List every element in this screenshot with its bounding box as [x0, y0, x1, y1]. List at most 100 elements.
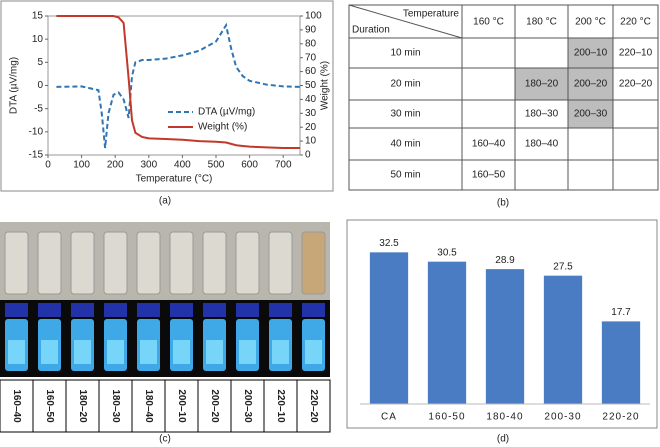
vial-glow — [239, 340, 256, 364]
vial-glow — [173, 340, 190, 364]
highlight-cell — [568, 38, 613, 68]
x-tick-label: 200 — [107, 160, 124, 171]
table-frame — [348, 4, 659, 191]
sample-label: 180–40 — [143, 389, 154, 423]
vial-glow — [74, 340, 91, 364]
table-cell: 160–50 — [472, 170, 506, 181]
y2-tick-label: 70 — [305, 52, 317, 63]
panel-label: (c) — [159, 434, 171, 445]
y-tick-label: 5 — [37, 57, 43, 68]
vial-glow — [107, 340, 124, 364]
vial-cap — [236, 303, 259, 317]
y2-tick-label: 10 — [305, 136, 317, 147]
vial-cap — [302, 303, 325, 317]
table-cell: 200–10 — [574, 48, 608, 59]
y2-tick-label: 80 — [305, 38, 317, 49]
series-line — [56, 15, 300, 150]
y-tick-label: 0 — [37, 80, 43, 91]
bar — [427, 261, 467, 404]
x-tick-label: 600 — [241, 160, 258, 171]
y2-tick-label: 100 — [305, 11, 322, 22]
series-line — [56, 22, 301, 149]
sample-label: 220–20 — [308, 389, 319, 423]
panel-a-frame — [0, 0, 334, 192]
table-cell: 200–30 — [574, 109, 608, 120]
value-label: 27.5 — [553, 261, 573, 272]
table-cell: 180–30 — [525, 109, 559, 120]
value-label: 28.9 — [495, 255, 515, 266]
table-cell: 200–20 — [574, 79, 608, 90]
vial-cap — [203, 303, 226, 317]
highlight-cell — [568, 68, 613, 100]
vial-glow — [272, 340, 289, 364]
panel-label: (b) — [497, 198, 509, 209]
sample-label: 200–30 — [242, 389, 253, 423]
y2-tick-label: 0 — [305, 150, 311, 161]
vial-cap — [38, 303, 61, 317]
plot-area — [47, 15, 301, 156]
vial-cap — [104, 303, 127, 317]
sample-label: 200–10 — [176, 389, 187, 423]
bar — [485, 269, 525, 404]
vial-daylight — [136, 231, 161, 295]
x-tick-label: 700 — [275, 160, 292, 171]
y-axis-label: DTA (µV/mg) — [9, 57, 20, 114]
legend-label: DTA (µV/mg) — [198, 107, 255, 118]
vial-glow — [41, 340, 58, 364]
corner-top: Temperature — [403, 9, 460, 20]
row-header: 10 min — [390, 48, 420, 59]
highlight-cell — [568, 100, 613, 128]
vial-daylight — [235, 231, 260, 295]
x-tick-label: 220-20 — [602, 412, 639, 423]
panel-label: (d) — [497, 434, 509, 445]
vial-cap — [5, 303, 28, 317]
vial-glow — [8, 340, 25, 364]
x-tick-label: 500 — [208, 160, 225, 171]
column-header: 220 °C — [620, 17, 651, 28]
column-header: 180 °C — [526, 17, 557, 28]
table-cell: 180–20 — [525, 79, 559, 90]
x-tick-label: 100 — [73, 160, 90, 171]
y-tick-label: -15 — [29, 150, 44, 161]
bar — [601, 321, 641, 404]
table-cell: 180–40 — [525, 139, 559, 150]
sample-label: 180–30 — [110, 389, 121, 423]
sample-label: 160–50 — [44, 389, 55, 423]
vial-daylight — [4, 231, 29, 295]
x-tick-label: 160-50 — [428, 412, 465, 423]
sample-label: 200–20 — [209, 389, 220, 423]
column-header: 160 °C — [473, 17, 504, 28]
vial-cap — [170, 303, 193, 317]
vial-daylight — [103, 231, 128, 295]
x-tick-label: 400 — [174, 160, 191, 171]
x-axis-label: Temperature (°C) — [136, 174, 213, 185]
column-header: 200 °C — [575, 17, 606, 28]
corner-diagonal — [348, 4, 463, 39]
vial-glow — [206, 340, 223, 364]
sample-label: 180–20 — [77, 389, 88, 423]
vial-cap — [269, 303, 292, 317]
vial-cap — [137, 303, 160, 317]
y-tick-label: -10 — [29, 126, 44, 137]
corner-bottom: Duration — [352, 25, 390, 36]
y2-tick-label: 90 — [305, 25, 317, 36]
value-label: 17.7 — [611, 307, 631, 318]
table-cell: 220–10 — [619, 48, 653, 59]
x-tick-label: CA — [381, 412, 397, 423]
row-header: 30 min — [390, 109, 420, 120]
y2-tick-label: 30 — [305, 108, 317, 119]
vial-glow — [140, 340, 157, 364]
y-tick-label: 10 — [32, 34, 44, 45]
bar — [543, 275, 583, 404]
y2-tick-label: 40 — [305, 94, 317, 105]
legend-label: Weight (%) — [198, 122, 247, 133]
y-tick-label: -5 — [34, 103, 43, 114]
vial-daylight — [268, 231, 293, 295]
row-header: 40 min — [390, 139, 420, 150]
sample-label: 220–10 — [275, 389, 286, 423]
value-label: 32.5 — [379, 238, 399, 249]
vial-daylight — [37, 231, 62, 295]
sample-label: 160–40 — [11, 389, 22, 423]
bar — [369, 252, 409, 404]
